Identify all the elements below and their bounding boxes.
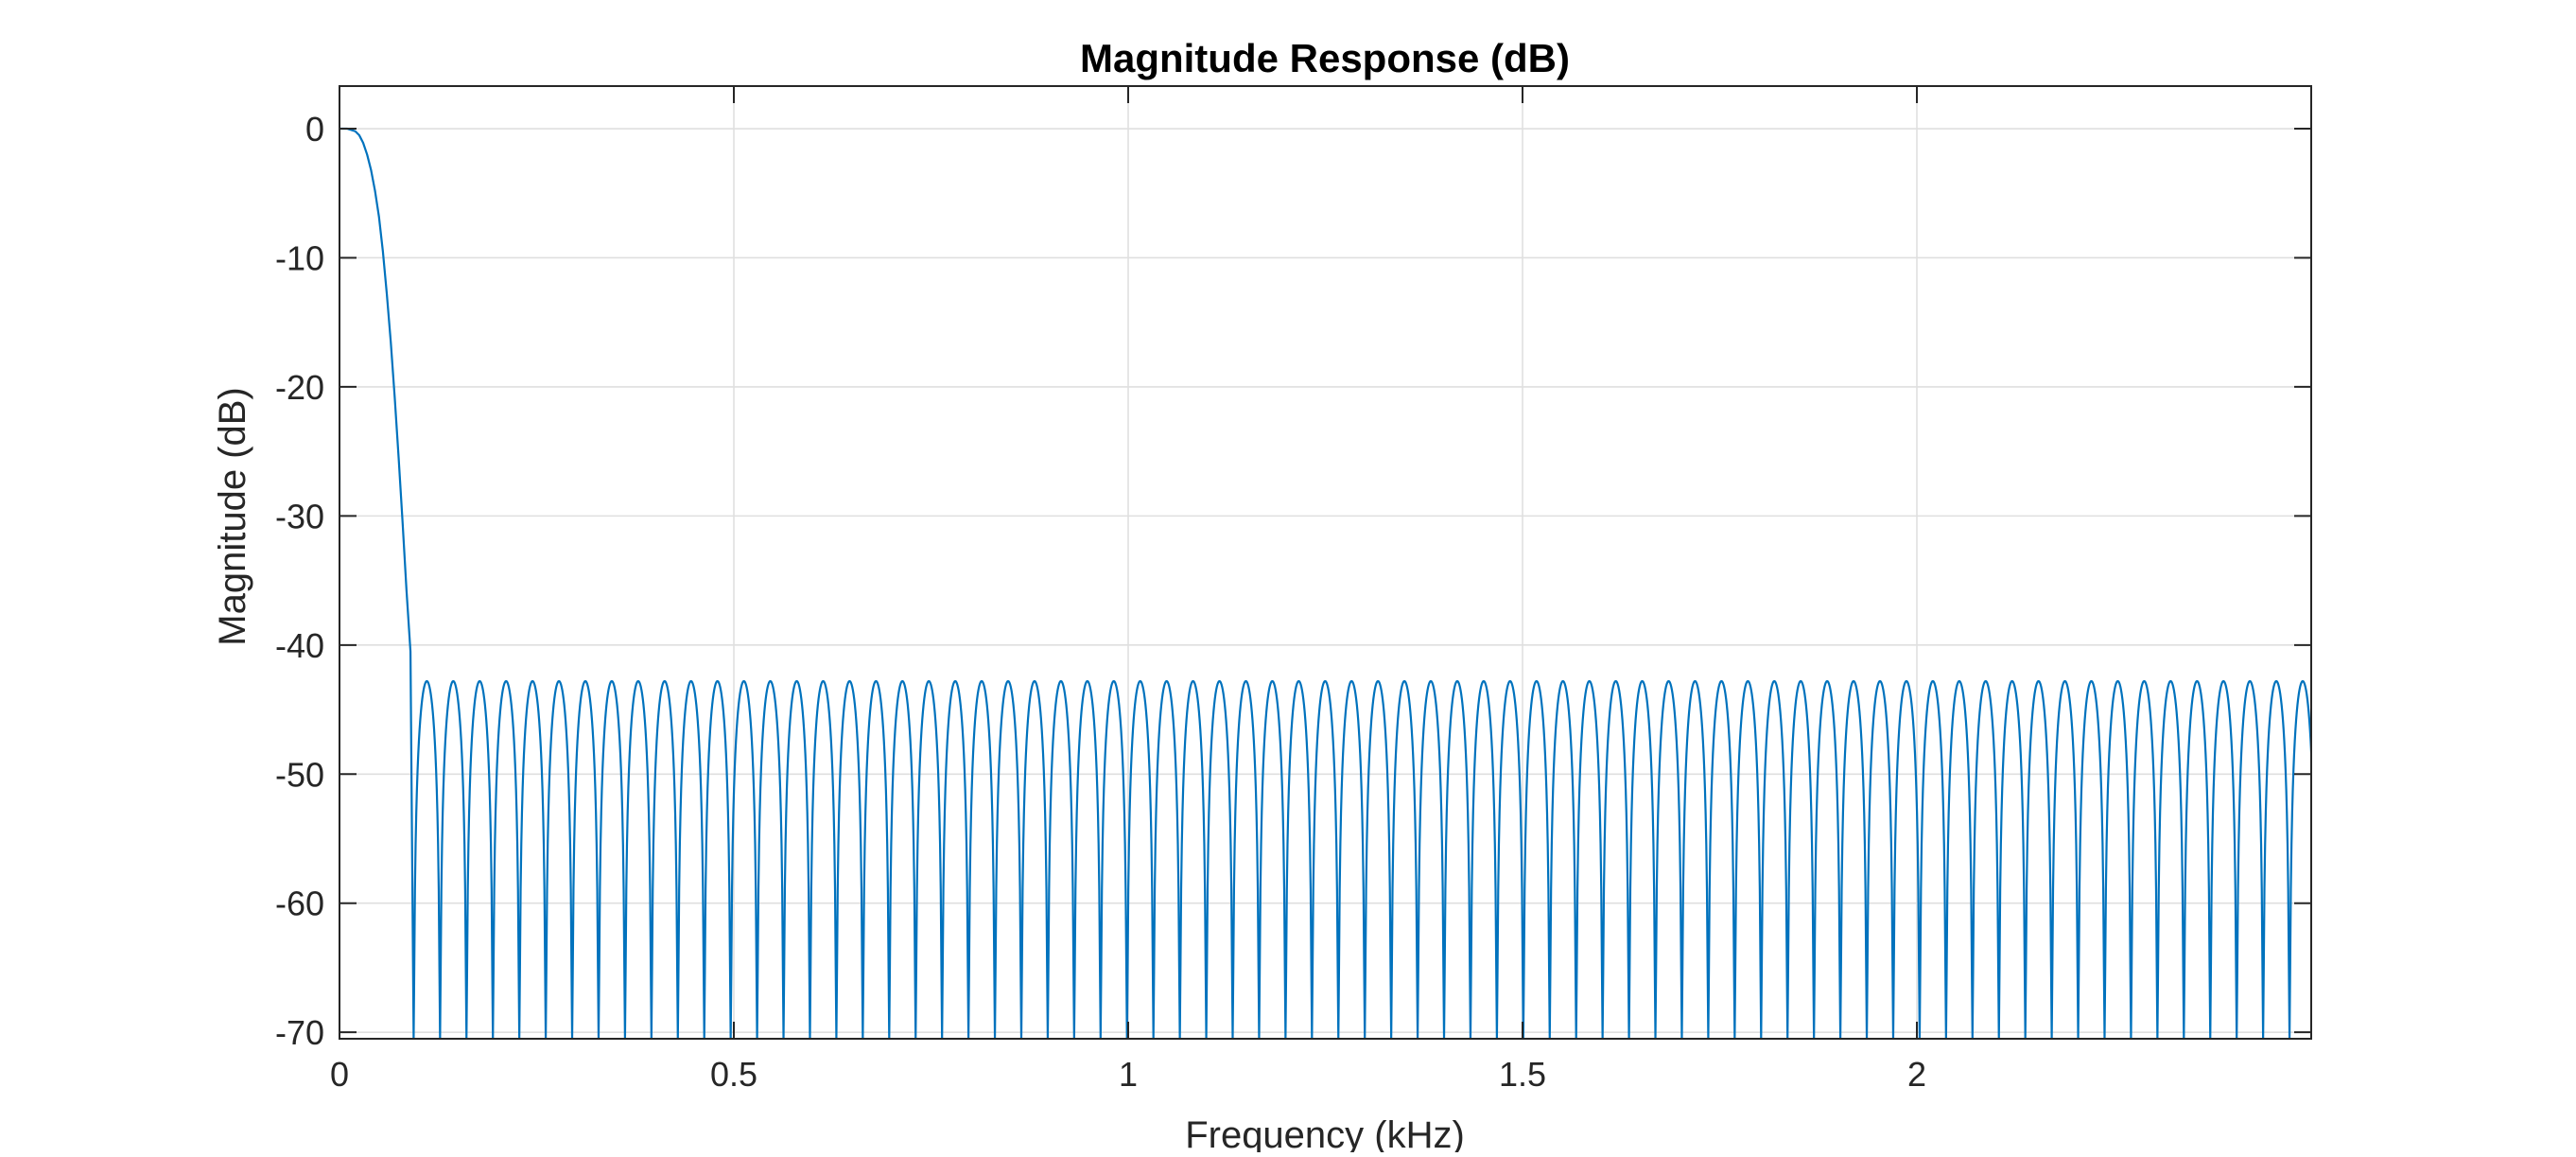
y-tick-label: -40	[275, 626, 324, 665]
y-axis-label: Magnitude (dB)	[212, 387, 253, 645]
y-tick-label: -70	[275, 1013, 324, 1052]
x-tick-label: 0	[330, 1055, 349, 1094]
y-tick-label: -50	[275, 755, 324, 794]
y-tick-label: -60	[275, 885, 324, 923]
y-tick-labels: 0 -10 -20 -30 -40 -50 -60 -70	[275, 110, 324, 1052]
y-tick-label: -20	[275, 368, 324, 407]
magnitude-response-line	[339, 127, 2311, 1039]
x-tick-label: 1	[1119, 1055, 1138, 1094]
plot-area-background	[339, 86, 2311, 1039]
x-tick-label: 2	[1907, 1055, 1926, 1094]
plot-frame	[339, 85, 2312, 1040]
y-tick-label: 0	[305, 110, 324, 149]
axis-ticks	[339, 86, 2311, 1039]
grid-lines	[339, 86, 2311, 1039]
x-axis-label: Frequency (kHz)	[1185, 1114, 1465, 1152]
y-tick-label: -30	[275, 497, 324, 535]
chart-title: Magnitude Response (dB)	[1080, 36, 1570, 80]
x-tick-label: 1.5	[1499, 1055, 1546, 1094]
plot-data-group	[339, 127, 2311, 1039]
y-tick-label: -10	[275, 238, 324, 277]
x-tick-label: 0.5	[710, 1055, 757, 1094]
x-tick-labels: 0 0.5 1 1.5 2	[330, 1055, 1926, 1094]
